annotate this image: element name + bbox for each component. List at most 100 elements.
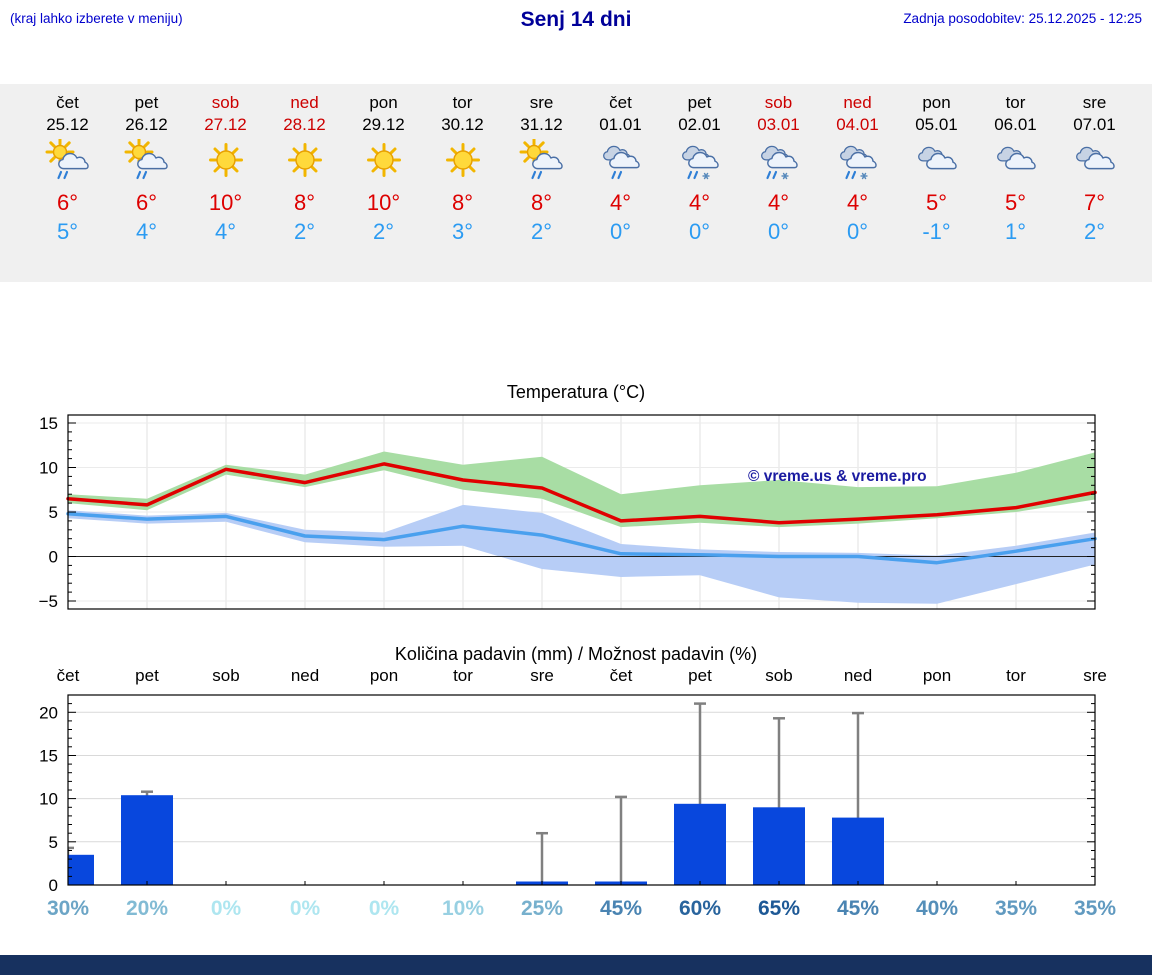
cloud-sleet-icon bbox=[660, 139, 739, 185]
high-temp: 10° bbox=[366, 190, 401, 215]
day-column: tor 06.01 5° 1° bbox=[976, 84, 1055, 282]
precip-whisker bbox=[536, 831, 548, 885]
svg-text:10: 10 bbox=[39, 790, 58, 809]
day-column: sob 27.12 10° 4° bbox=[186, 84, 265, 282]
precip-probability: 40% bbox=[915, 897, 959, 920]
day-date: 07.01 bbox=[1073, 115, 1116, 134]
day-date: 27.12 bbox=[204, 115, 247, 134]
day-date: 05.01 bbox=[915, 115, 958, 134]
low-temp: 2° bbox=[293, 219, 316, 244]
precip-day-label: sob bbox=[212, 666, 239, 685]
day-column: pet 26.12 6° 4° bbox=[107, 84, 186, 282]
day-date: 29.12 bbox=[362, 115, 405, 134]
precip-day-label: ned bbox=[291, 666, 319, 685]
low-temp: 2° bbox=[1083, 219, 1106, 244]
high-temp: 4° bbox=[609, 190, 632, 215]
day-date: 02.01 bbox=[678, 115, 721, 134]
precip-probability: 35% bbox=[1073, 897, 1117, 920]
cloudy-icon bbox=[976, 139, 1055, 185]
low-temp: 3° bbox=[451, 219, 474, 244]
precip-probability: 65% bbox=[757, 897, 801, 920]
low-temp: 4° bbox=[135, 219, 158, 244]
precip-probability: 30% bbox=[46, 897, 90, 920]
day-date: 25.12 bbox=[46, 115, 89, 134]
day-name: čet bbox=[609, 93, 632, 112]
day-column: sob 03.01 4° 0° bbox=[739, 84, 818, 282]
precip-whisker bbox=[615, 795, 627, 885]
precip-probability: 0% bbox=[368, 897, 400, 920]
day-name: pon bbox=[922, 93, 951, 112]
temperature-chart-title: Temperatura (°C) bbox=[506, 382, 646, 402]
day-date: 28.12 bbox=[283, 115, 326, 134]
high-temp: 8° bbox=[451, 190, 474, 215]
precip-probability: 35% bbox=[994, 897, 1038, 920]
sun-icon bbox=[186, 139, 265, 185]
precip-bar bbox=[121, 795, 173, 885]
precip-probability-row: 30% 20% 0% 0% 0% 10% 25% 45% 60% 65% 45% 40% 35% 35% bbox=[0, 895, 1152, 929]
svg-text:5: 5 bbox=[49, 833, 58, 852]
cloudy-icon bbox=[897, 139, 976, 185]
day-name: tor bbox=[452, 93, 473, 112]
precip-probability: 10% bbox=[441, 897, 485, 920]
temperature-chart: −5 0 5 10 15 © vreme.us & vreme.pro bbox=[39, 414, 1097, 611]
precip-day-label: čet bbox=[610, 666, 633, 685]
day-column: sre 31.12 8° 2° bbox=[502, 84, 581, 282]
sun-icon bbox=[265, 139, 344, 185]
day-name: ned bbox=[290, 93, 319, 112]
high-temp: 4° bbox=[846, 190, 869, 215]
svg-text:10: 10 bbox=[39, 459, 58, 478]
day-date: 31.12 bbox=[520, 115, 563, 134]
day-name: tor bbox=[1005, 93, 1026, 112]
day-column: pon 29.12 10° 2° bbox=[344, 84, 423, 282]
day-column: ned 04.01 4° 0° bbox=[818, 84, 897, 282]
precip-probability: 0% bbox=[210, 897, 242, 920]
forecast-strip: čet 25.12 6° 5° pet 26.12 6° 4° sob 27.12 10° 4° ned… bbox=[0, 84, 1152, 282]
precip-day-label: pon bbox=[923, 666, 951, 685]
precip-bar bbox=[674, 803, 726, 885]
last-updated: Zadnja posodobitev: 25.12.2025 - 12:25 bbox=[903, 11, 1142, 26]
day-column: čet 01.01 4° 0° bbox=[581, 84, 660, 282]
precipitation-chart: čet pet sob ned pon tor sre čet pet sob ned pon tor s… bbox=[39, 666, 1107, 895]
precip-bar bbox=[832, 817, 884, 885]
precip-probability: 25% bbox=[520, 897, 564, 920]
day-date: 03.01 bbox=[757, 115, 800, 134]
precip-day-label: sre bbox=[1083, 666, 1107, 685]
svg-text:−5: −5 bbox=[39, 592, 58, 611]
low-temp: 2° bbox=[372, 219, 395, 244]
high-temp: 7° bbox=[1083, 190, 1106, 215]
low-temp: 0° bbox=[767, 219, 790, 244]
high-temp: 10° bbox=[208, 190, 243, 215]
high-temp: 8° bbox=[293, 190, 316, 215]
precip-day-label: tor bbox=[1006, 666, 1026, 685]
day-column: sre 07.01 7° 2° bbox=[1055, 84, 1134, 282]
day-name: pon bbox=[369, 93, 398, 112]
svg-text:15: 15 bbox=[39, 414, 58, 433]
day-column: pet 02.01 4° 0° bbox=[660, 84, 739, 282]
svg-text:5: 5 bbox=[49, 503, 58, 522]
sun-cloud-rain-icon bbox=[28, 137, 107, 185]
high-temp: 5° bbox=[925, 190, 948, 215]
precip-day-label: pet bbox=[688, 666, 712, 685]
precip-whisker bbox=[68, 846, 74, 885]
day-column: pon 05.01 5° -1° bbox=[897, 84, 976, 282]
cloud-sleet-icon bbox=[818, 139, 897, 185]
footer-bar bbox=[0, 955, 1152, 975]
day-column: čet 25.12 6° 5° bbox=[28, 84, 107, 282]
low-temp: 1° bbox=[1004, 219, 1027, 244]
day-name: pet bbox=[134, 93, 159, 112]
cloud-sleet-icon bbox=[739, 139, 818, 185]
precip-day-label: čet bbox=[57, 666, 80, 685]
high-temp: 6° bbox=[56, 190, 79, 215]
svg-text:15: 15 bbox=[39, 747, 58, 766]
low-temp: 4° bbox=[214, 219, 237, 244]
low-temp: 5° bbox=[56, 219, 79, 244]
cloud-rain-icon bbox=[581, 139, 660, 185]
precipitation-chart-title: Količina padavin (mm) / Možnost padavin … bbox=[394, 644, 758, 664]
day-date: 06.01 bbox=[994, 115, 1037, 134]
precip-probability: 60% bbox=[678, 897, 722, 920]
day-date: 26.12 bbox=[125, 115, 168, 134]
day-name: pet bbox=[687, 93, 712, 112]
day-column: tor 30.12 8° 3° bbox=[423, 84, 502, 282]
precip-probability: 45% bbox=[599, 897, 643, 920]
precip-day-label: pet bbox=[135, 666, 159, 685]
